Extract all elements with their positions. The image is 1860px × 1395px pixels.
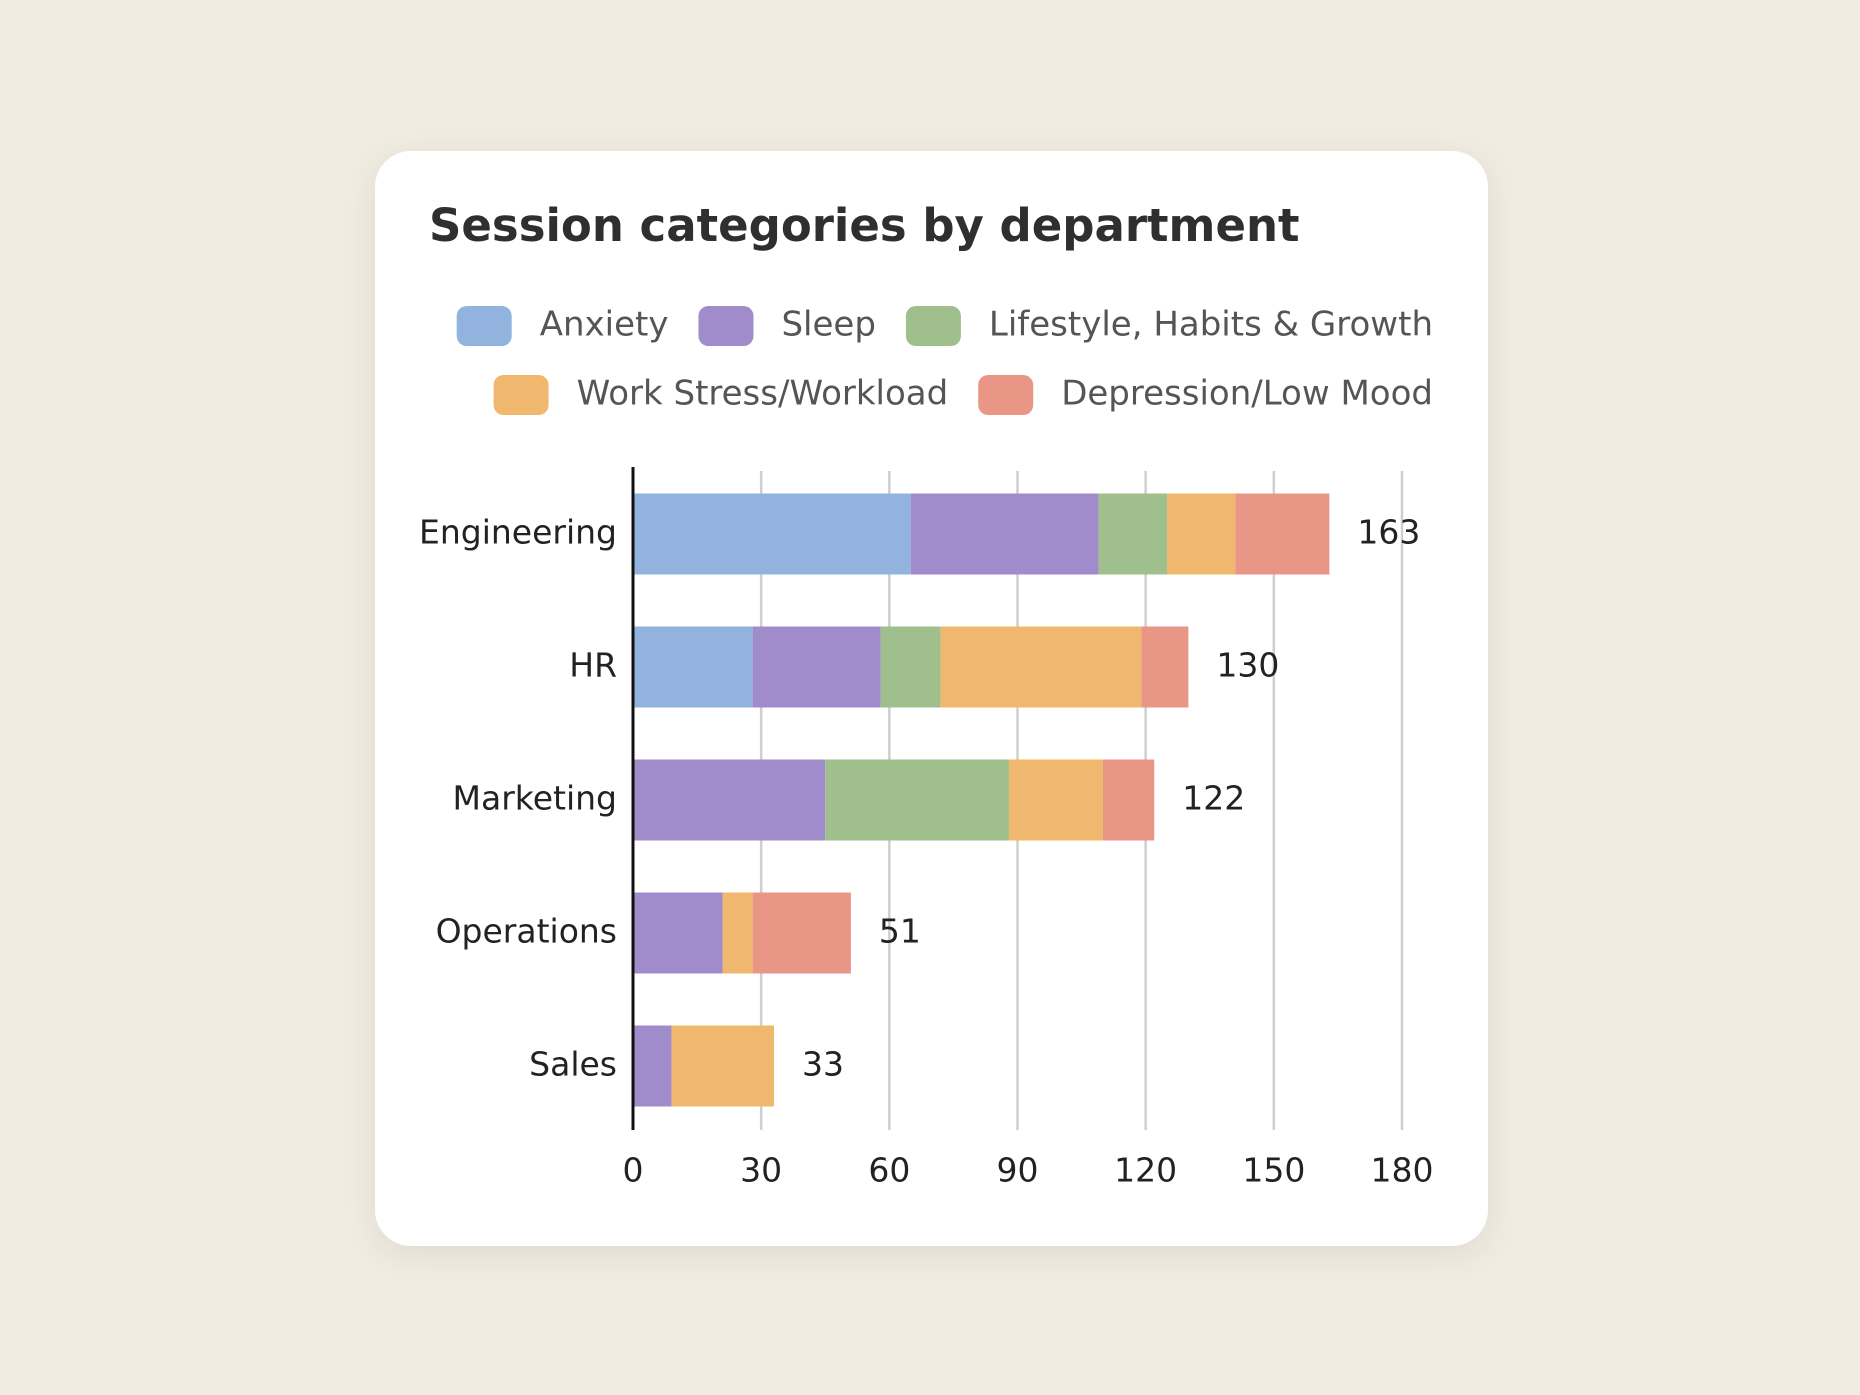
- bar-segment: [633, 1025, 672, 1107]
- bar-segment: [1141, 626, 1189, 708]
- bar-segment: [1008, 759, 1103, 841]
- bar-segment: [633, 759, 826, 841]
- legend-label: Depression/Low Mood: [1061, 374, 1433, 414]
- bar-segment: [1167, 493, 1236, 575]
- bar-segment: [633, 892, 723, 974]
- x-tick-label: 0: [623, 1151, 644, 1190]
- y-tick-label: Sales: [529, 1045, 617, 1084]
- y-tick-label: HR: [569, 646, 617, 685]
- chart-title: Session categories by department: [429, 199, 1300, 252]
- legend-swatch: [978, 375, 1034, 415]
- legend-swatch: [493, 375, 549, 415]
- bar-segment: [880, 626, 941, 708]
- y-tick-label: Operations: [436, 912, 617, 951]
- bar-segment: [825, 759, 1009, 841]
- total-label: 51: [879, 912, 921, 951]
- bar-segment: [722, 892, 753, 974]
- bar-segment: [1235, 493, 1330, 575]
- bar-segment: [633, 626, 753, 708]
- bar-segment: [633, 493, 911, 575]
- total-label: 163: [1357, 513, 1420, 552]
- legend-label: Anxiety: [540, 305, 669, 345]
- x-tick-label: 150: [1242, 1151, 1305, 1190]
- legend-label: Sleep: [781, 305, 875, 345]
- total-label: 130: [1216, 646, 1279, 685]
- bar-segment: [1102, 759, 1155, 841]
- x-tick-label: 30: [740, 1151, 782, 1190]
- bar-segment: [910, 493, 1099, 575]
- total-label: 122: [1182, 779, 1245, 818]
- legend-swatch: [698, 306, 754, 346]
- x-tick-label: 120: [1114, 1151, 1177, 1190]
- bar-segment: [671, 1025, 774, 1107]
- bar-segment: [1098, 493, 1168, 575]
- bar-segment: [752, 892, 851, 974]
- legend-swatch: [456, 306, 512, 346]
- bar-segment: [940, 626, 1142, 708]
- legend-label: Work Stress/Workload: [577, 374, 949, 414]
- legend-label: Lifestyle, Habits & Growth: [989, 305, 1433, 345]
- y-tick-label: Marketing: [453, 779, 617, 818]
- bar-segment: [752, 626, 881, 708]
- x-tick-label: 90: [997, 1151, 1039, 1190]
- x-tick-label: 180: [1371, 1151, 1434, 1190]
- total-label: 33: [802, 1045, 844, 1084]
- legend-swatch: [905, 306, 961, 346]
- y-tick-label: Engineering: [419, 513, 617, 552]
- x-tick-label: 60: [868, 1151, 910, 1190]
